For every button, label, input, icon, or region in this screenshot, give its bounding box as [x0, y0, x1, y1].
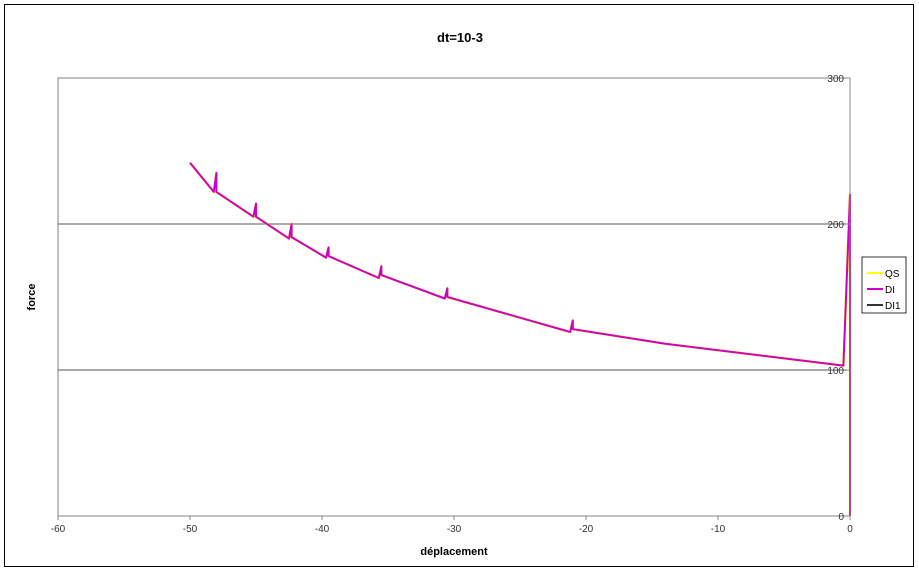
chart-canvas: dt=10-3 -60 -50 -40 -30 -20 -10 00 100 200 300 dé…: [26, 30, 907, 558]
y-tick-label-0: 0: [838, 512, 844, 523]
series-group: [189, 161, 852, 516]
y-axis-label: force: [26, 284, 38, 311]
y-tick-label-2: 200: [827, 220, 844, 231]
y-tick-label-1: 100: [827, 366, 844, 377]
legend-label-di: DI: [885, 285, 895, 296]
legend-box: [861, 256, 907, 314]
x-tick-label-6: 0: [847, 524, 853, 535]
legend-label-di1: DI1: [885, 301, 901, 312]
tick-labels: -60 -50 -40 -30 -20 -10 00 100 200 300: [51, 74, 853, 535]
x-tick-label-3: -30: [447, 524, 462, 535]
series-line-qs: [189, 161, 852, 516]
y-tick-label-3: 300: [827, 74, 844, 85]
chart-title: dt=10-3: [437, 30, 483, 45]
x-tick-label-2: -40: [315, 524, 330, 535]
plot-area: [57, 77, 851, 517]
grid-lines: [58, 223, 850, 371]
x-tick-label-0: -60: [51, 524, 66, 535]
legend-label-qs: QS: [885, 269, 900, 280]
x-axis-label: déplacement: [420, 546, 488, 558]
x-tick-label-4: -20: [579, 524, 594, 535]
chart-frame: dt=10-3 -60 -50 -40 -30 -20 -10 0 0 100 200 300 dé…: [4, 4, 914, 567]
x-tick-label-1: -50: [183, 524, 198, 535]
x-tick-label-5: -10: [711, 524, 726, 535]
series-line-di: [189, 162, 851, 516]
legend: QS DI DI1: [861, 256, 907, 314]
